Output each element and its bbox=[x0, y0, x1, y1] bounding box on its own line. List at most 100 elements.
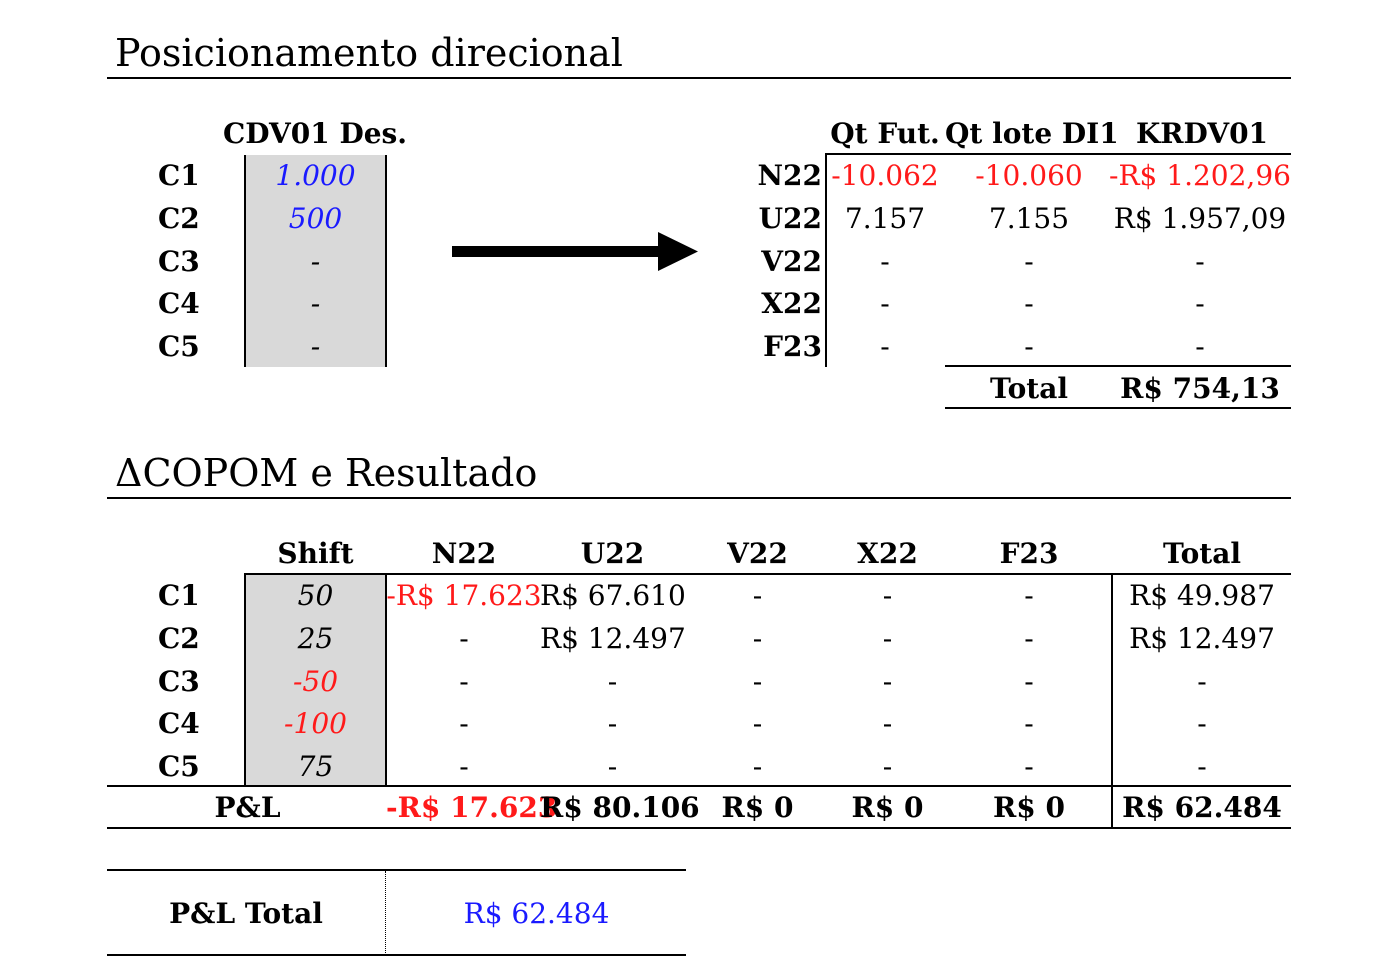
f23-c5: - bbox=[1024, 750, 1034, 783]
total-bottom-line bbox=[945, 407, 1291, 409]
cdv01-input-c1[interactable]: 1.000 bbox=[275, 159, 356, 192]
n22-c5: - bbox=[459, 750, 469, 783]
shift-input-c5[interactable]: 75 bbox=[297, 750, 334, 783]
v22-c4: - bbox=[752, 707, 763, 740]
pl-row-bottom-line bbox=[107, 827, 1291, 829]
krdv01-n22: -R$ 1.202,96 bbox=[1109, 159, 1291, 192]
cdv01-input-c4[interactable]: - bbox=[310, 287, 321, 320]
shift-left-border bbox=[244, 573, 246, 785]
x22-header: X22 bbox=[857, 537, 918, 570]
qt-lote-n22: -10.060 bbox=[975, 159, 1083, 192]
cdv01-input-c2[interactable]: 500 bbox=[288, 202, 343, 235]
summary-value: R$ 62.484 bbox=[463, 897, 610, 930]
krdv01-x22: - bbox=[1195, 287, 1205, 320]
row-label-c1: C1 bbox=[158, 159, 200, 192]
pl-f23: R$ 0 bbox=[993, 791, 1065, 824]
f23-c1: - bbox=[1024, 579, 1034, 612]
shift-input-c1[interactable]: 50 bbox=[297, 579, 334, 612]
total-header: Total bbox=[1162, 537, 1241, 570]
total-c1: R$ 49.987 bbox=[1129, 579, 1275, 612]
x22-c5: - bbox=[882, 750, 893, 783]
u22-c5: - bbox=[607, 750, 618, 783]
n22-c1: -R$ 17.623 bbox=[386, 579, 542, 612]
krdv01-header: KRDV01 bbox=[1135, 117, 1269, 150]
pl-row-top-line bbox=[107, 785, 1291, 787]
total-column-border bbox=[1111, 573, 1113, 829]
shift-header: Shift bbox=[277, 537, 354, 570]
n22-c2: - bbox=[459, 622, 469, 655]
delta-symbol: Δ bbox=[115, 451, 143, 495]
pl-x22: R$ 0 bbox=[851, 791, 924, 824]
n22-c3: - bbox=[459, 665, 469, 698]
qt-fut-u22: 7.157 bbox=[844, 202, 926, 235]
krdv01-f23: - bbox=[1195, 330, 1205, 363]
pl-v22: R$ 0 bbox=[721, 791, 794, 824]
u22-header: U22 bbox=[580, 537, 645, 570]
shift-input-c2[interactable]: 25 bbox=[297, 622, 334, 655]
qt-lote-header: Qt lote DI1 bbox=[945, 117, 1119, 150]
u22-c2: R$ 12.497 bbox=[540, 622, 686, 655]
section1-total-value: R$ 754,13 bbox=[1120, 372, 1280, 405]
pl-n22: -R$ 17.623 bbox=[386, 791, 558, 824]
section1-title: Posicionamento direcional bbox=[115, 31, 623, 75]
section2-title-underline bbox=[107, 497, 1291, 499]
total-top-line bbox=[945, 365, 1291, 367]
shift-input-c3[interactable]: -50 bbox=[292, 665, 339, 698]
shift-input-fill bbox=[246, 575, 385, 785]
contract-label-f23: F23 bbox=[763, 330, 822, 363]
x22-c4: - bbox=[882, 707, 893, 740]
f23-c2: - bbox=[1024, 622, 1034, 655]
section2-header-line bbox=[246, 573, 1291, 575]
qt-lote-x22: - bbox=[1024, 287, 1034, 320]
right-table-header-line bbox=[826, 153, 1291, 155]
row-label-c2: C2 bbox=[158, 202, 200, 235]
scenario-label-c5: C5 bbox=[158, 750, 200, 783]
total-c5: - bbox=[1197, 750, 1207, 783]
pl-total: R$ 62.484 bbox=[1122, 791, 1282, 824]
qt-fut-x22: - bbox=[880, 287, 890, 320]
summary-top-line bbox=[107, 869, 686, 871]
contract-label-u22: U22 bbox=[758, 202, 822, 235]
cdv01-input-c3[interactable]: - bbox=[310, 245, 321, 278]
total-c4: - bbox=[1197, 707, 1207, 740]
right-table-label-border bbox=[825, 153, 827, 367]
n22-c4: - bbox=[459, 707, 469, 740]
section1-total-label: Total bbox=[989, 372, 1068, 405]
v22-c5: - bbox=[752, 750, 763, 783]
row-label-c3: C3 bbox=[158, 245, 200, 278]
qt-lote-u22: 7.155 bbox=[988, 202, 1070, 235]
cdv01-input-c5[interactable]: - bbox=[310, 330, 321, 363]
scenario-label-c1: C1 bbox=[158, 579, 200, 612]
section2-title: ΔCOPOM e Resultado bbox=[115, 454, 537, 492]
u22-c3: - bbox=[607, 665, 618, 698]
x22-c2: - bbox=[882, 622, 893, 655]
section2-title-text: COPOM e Resultado bbox=[142, 451, 538, 495]
summary-divider bbox=[385, 871, 386, 955]
pl-u22: R$ 80.106 bbox=[540, 791, 700, 824]
x22-c1: - bbox=[882, 579, 893, 612]
v22-c1: - bbox=[752, 579, 763, 612]
qt-fut-v22: - bbox=[880, 245, 890, 278]
pl-row-label: P&L bbox=[214, 791, 281, 824]
summary-bottom-line bbox=[107, 954, 686, 956]
cdv01-input-fill bbox=[246, 155, 385, 367]
v22-c3: - bbox=[752, 665, 763, 698]
shift-input-c4[interactable]: -100 bbox=[284, 707, 347, 740]
cdv01-header: CDV01 Des. bbox=[222, 117, 408, 150]
u22-c4: - bbox=[607, 707, 618, 740]
contract-label-n22: N22 bbox=[757, 159, 822, 192]
scenario-label-c3: C3 bbox=[158, 665, 200, 698]
krdv01-v22: - bbox=[1195, 245, 1205, 278]
contract-label-v22: V22 bbox=[761, 245, 822, 278]
section1-title-underline bbox=[107, 77, 1291, 79]
qt-lote-v22: - bbox=[1024, 245, 1034, 278]
row-label-c4: C4 bbox=[158, 287, 200, 320]
scenario-label-c4: C4 bbox=[158, 707, 200, 740]
summary-label: P&L Total bbox=[169, 897, 323, 930]
u22-c1: R$ 67.610 bbox=[540, 579, 686, 612]
qt-fut-header: Qt Fut. bbox=[830, 117, 940, 150]
cdv01-left-border bbox=[244, 155, 246, 367]
contract-label-x22: X22 bbox=[761, 287, 822, 320]
scenario-label-c2: C2 bbox=[158, 622, 200, 655]
total-c3: - bbox=[1197, 665, 1207, 698]
